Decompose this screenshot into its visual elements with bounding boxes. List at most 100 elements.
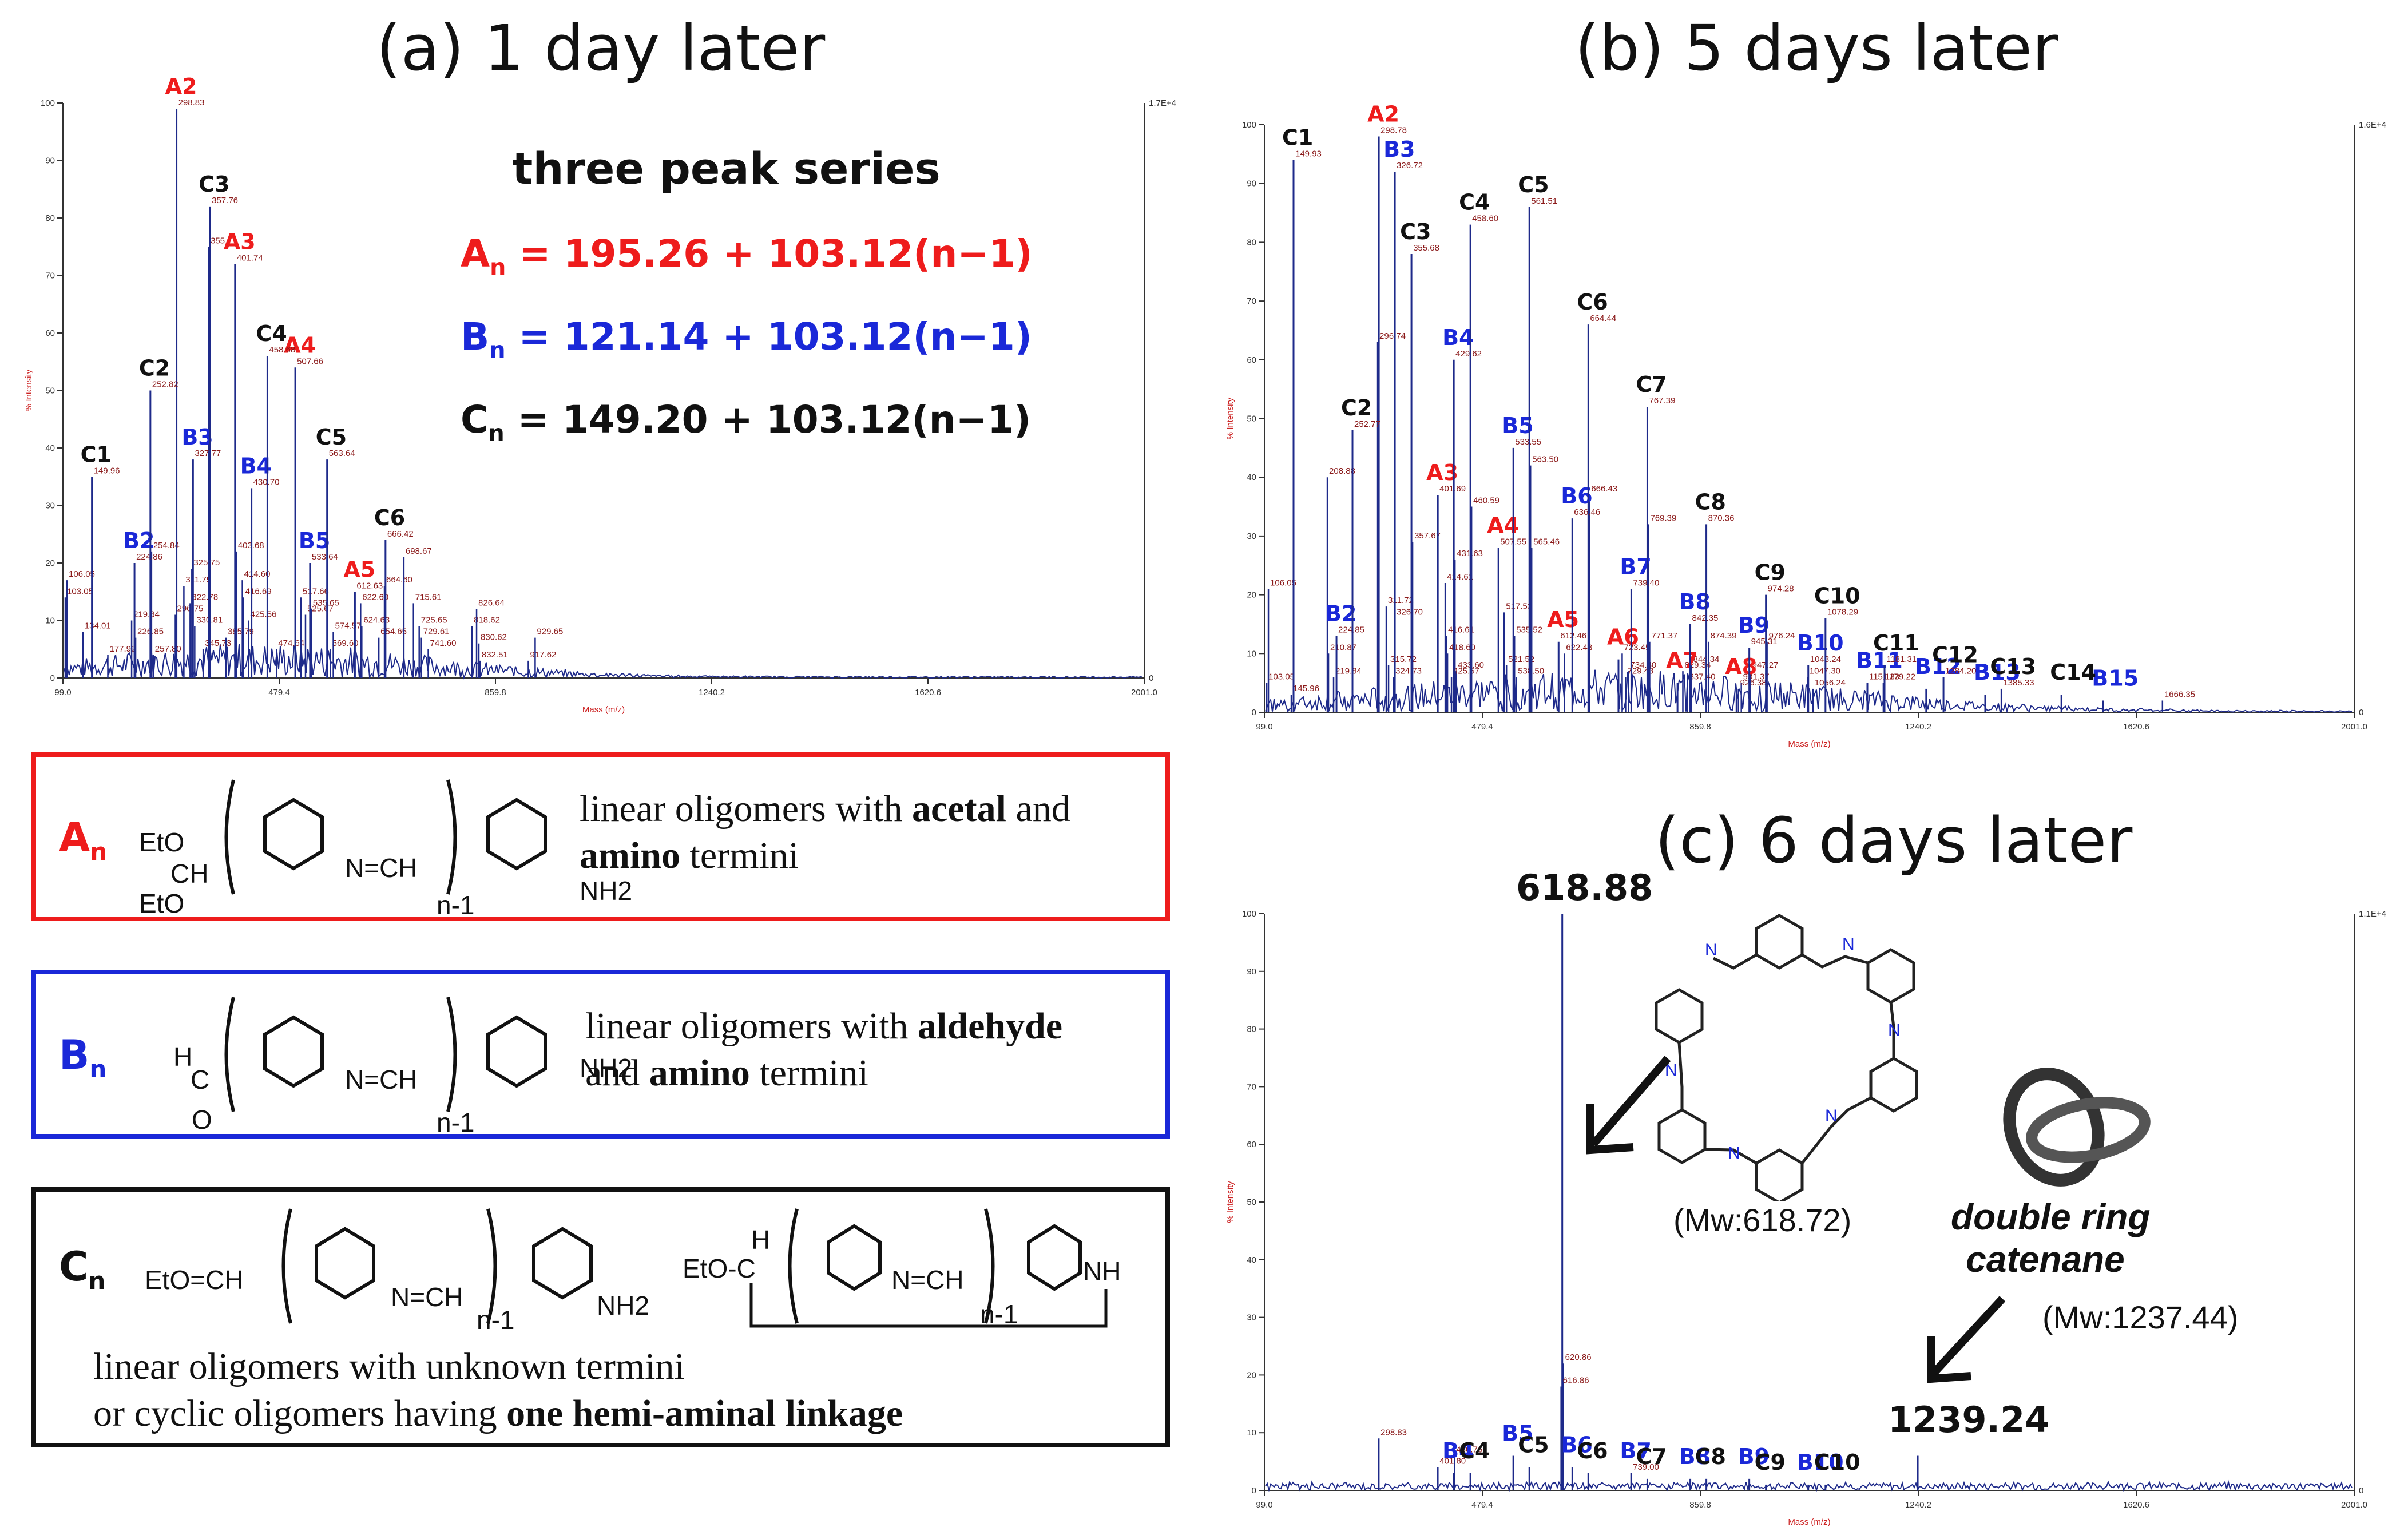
peak-mz-label: 296.74 (1379, 331, 1406, 341)
series-peak-mz-label: 1385.33 (2003, 678, 2034, 688)
y-tick-label: 80 (1247, 1025, 1256, 1034)
peak-mz-label: 414.60 (244, 569, 271, 579)
series-peak-mz-label: 612.46 (1560, 631, 1586, 641)
desc-a-mid: and (1006, 788, 1070, 830)
y-tick-label: 10 (1247, 649, 1256, 659)
mc-n4: N (1825, 1106, 1838, 1125)
x-tick-label: 99.0 (1256, 722, 1272, 732)
series-peak-mz-label: 355.68 (1413, 243, 1439, 253)
peak-mz-label: 826.64 (478, 598, 505, 608)
series-peak-label: B9 (1738, 613, 1770, 638)
series-peak-mz-label: 739.40 (1633, 578, 1659, 588)
chem-h: H (173, 1042, 192, 1072)
series-c-description: linear oligomers with unknown termini or… (93, 1343, 903, 1437)
peak-mz-label: 929.65 (537, 627, 563, 637)
formula-b: Bn = 121.14 + 103.12(n−1) (461, 315, 1032, 363)
series-peak-label: C5 (1518, 172, 1549, 197)
peak-mz-label: 322.78 (192, 592, 218, 602)
series-peak-label: B8 (1679, 589, 1711, 614)
series-peak-label: B6 (1561, 483, 1592, 509)
series-peak-mz-label: 327.77 (195, 449, 221, 458)
series-peak-label: B2 (123, 528, 154, 553)
y-tick-label: 40 (1247, 1255, 1256, 1265)
chem-n-minus-1-c2: n-1 (980, 1299, 1018, 1329)
series-peak-label: B15 (2092, 665, 2139, 691)
peak-mz-label: 620.86 (1565, 1352, 1592, 1362)
series-peak-label: C5 (316, 425, 347, 450)
x-tick-label: 2001.0 (2341, 1500, 2367, 1510)
peak-mz-label: 574.57 (335, 621, 362, 631)
spectrum-b: 0 10 20 30 40 50 60 70 80 90 100 1.6E+4 0 99.0 479.4 85… (1213, 97, 2408, 755)
y-tick-label: 20 (1247, 1370, 1256, 1380)
x-axis-label: Mass (m/z) (1788, 1517, 1830, 1527)
series-peak-label: C13 (1990, 654, 2036, 679)
peak-mz-label: 425.57 (1453, 666, 1479, 676)
series-peak-label: B11 (1856, 648, 1903, 673)
desc-b-amino: amino (649, 1052, 750, 1094)
main-peak-value: 618.88 (1516, 867, 1653, 909)
chem-nh2-b: NH2 (580, 1053, 632, 1083)
series-peak-label: A3 (224, 229, 256, 254)
desc-c-line2: or cyclic oligomers having (93, 1393, 507, 1434)
series-peak-mz-label: 429.62 (1455, 349, 1482, 359)
y-tick-label: 0 (50, 673, 55, 683)
chem-nh2: NH2 (580, 876, 632, 906)
mc-n2: N (1842, 935, 1855, 954)
y-tick-label: 90 (45, 156, 55, 166)
series-peak-label: B8 (1679, 1444, 1711, 1469)
series-peak-label: A7 (1666, 648, 1698, 673)
desc-b-post: termini (749, 1052, 868, 1094)
chem-n-minus-1-b: n-1 (437, 1108, 474, 1135)
series-peak-label: B3 (181, 425, 213, 450)
series-b-description: linear oligomers with aldehyde and amino… (585, 1003, 1062, 1097)
series-a-description: linear oligomers with acetal and amino t… (580, 786, 1070, 879)
mc-n1: N (1705, 941, 1717, 959)
x-axis-label: Mass (m/z) (1788, 739, 1830, 749)
x-tick-label: 1620.6 (2123, 1500, 2149, 1510)
chem-nh: NH (1083, 1256, 1121, 1286)
y-tick-label: 50 (45, 386, 55, 396)
series-peak-label: B4 (1442, 1438, 1474, 1463)
peak-mz-label: 219.84 (1335, 666, 1362, 676)
series-peak-mz-label: 612.63 (356, 581, 383, 590)
peak-mz-label: 414.61 (1447, 572, 1473, 582)
scale-max-label: 1.7E+4 (1149, 98, 1176, 108)
peak-mz-label: 517.53 (1506, 601, 1532, 611)
x-tick-label: 99.0 (54, 688, 71, 697)
y-tick-label: 20 (1247, 590, 1256, 600)
series-peak-label: C3 (199, 172, 229, 197)
y-tick-label: 90 (1247, 967, 1256, 977)
y-tick-label: 80 (45, 213, 55, 223)
y-tick-label: 20 (45, 558, 55, 568)
series-peak-mz-label: 149.93 (1295, 149, 1322, 159)
y-tick-label: 40 (1247, 473, 1256, 482)
peak-mz-label: 771.37 (1651, 631, 1677, 641)
peak-mz-label: 254.84 (153, 541, 180, 550)
chem-eto-2: EtO (139, 889, 184, 917)
y-tick-label: 50 (1247, 1197, 1256, 1207)
y-tick-label: 30 (1247, 531, 1256, 541)
y-tick-label: 10 (1247, 1428, 1256, 1438)
peak-mz-label: 830.62 (481, 633, 507, 642)
x-tick-label: 1240.2 (1905, 722, 1931, 732)
y-tick-label: 100 (1242, 120, 1256, 130)
series-peak-label: C14 (2050, 660, 2096, 685)
series-peak-label: C8 (1695, 489, 1726, 514)
x-tick-label: 479.4 (1471, 1500, 1493, 1510)
series-peak-label: A2 (1367, 102, 1399, 127)
series-peak-mz-label: 458.68 (269, 345, 295, 355)
series-peak-label: C4 (1459, 1438, 1490, 1463)
y-tick-label: 70 (1247, 296, 1256, 306)
formula-a-text: An = 195.26 + 103.12(n−1) (461, 232, 1033, 281)
series-peak-mz-label: 842.35 (1692, 613, 1719, 623)
panel-a-title: (a) 1 day later (376, 11, 826, 85)
chem-n-minus-1: n-1 (437, 890, 474, 917)
x-tick-label: 479.4 (1471, 722, 1493, 732)
series-peak-label: B4 (240, 453, 272, 478)
series-peak-label: C9 (1755, 1450, 1786, 1475)
series-peak-label: B3 (1383, 137, 1415, 162)
series-peak-mz-label: 666.42 (387, 529, 414, 539)
series-peak-label: A4 (284, 332, 316, 358)
series-peak-label: B13 (1974, 660, 2021, 685)
peak-mz-label: 818.62 (474, 616, 500, 625)
